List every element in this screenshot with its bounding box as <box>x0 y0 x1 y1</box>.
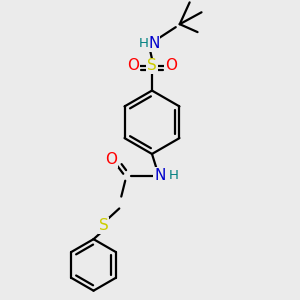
Text: O: O <box>105 152 117 167</box>
Text: S: S <box>99 218 108 233</box>
Text: N: N <box>154 168 166 183</box>
Text: S: S <box>147 58 157 73</box>
Text: O: O <box>165 58 177 73</box>
Text: N: N <box>148 37 160 52</box>
Text: H: H <box>139 38 149 50</box>
Text: O: O <box>127 58 139 73</box>
Text: H: H <box>169 169 179 182</box>
